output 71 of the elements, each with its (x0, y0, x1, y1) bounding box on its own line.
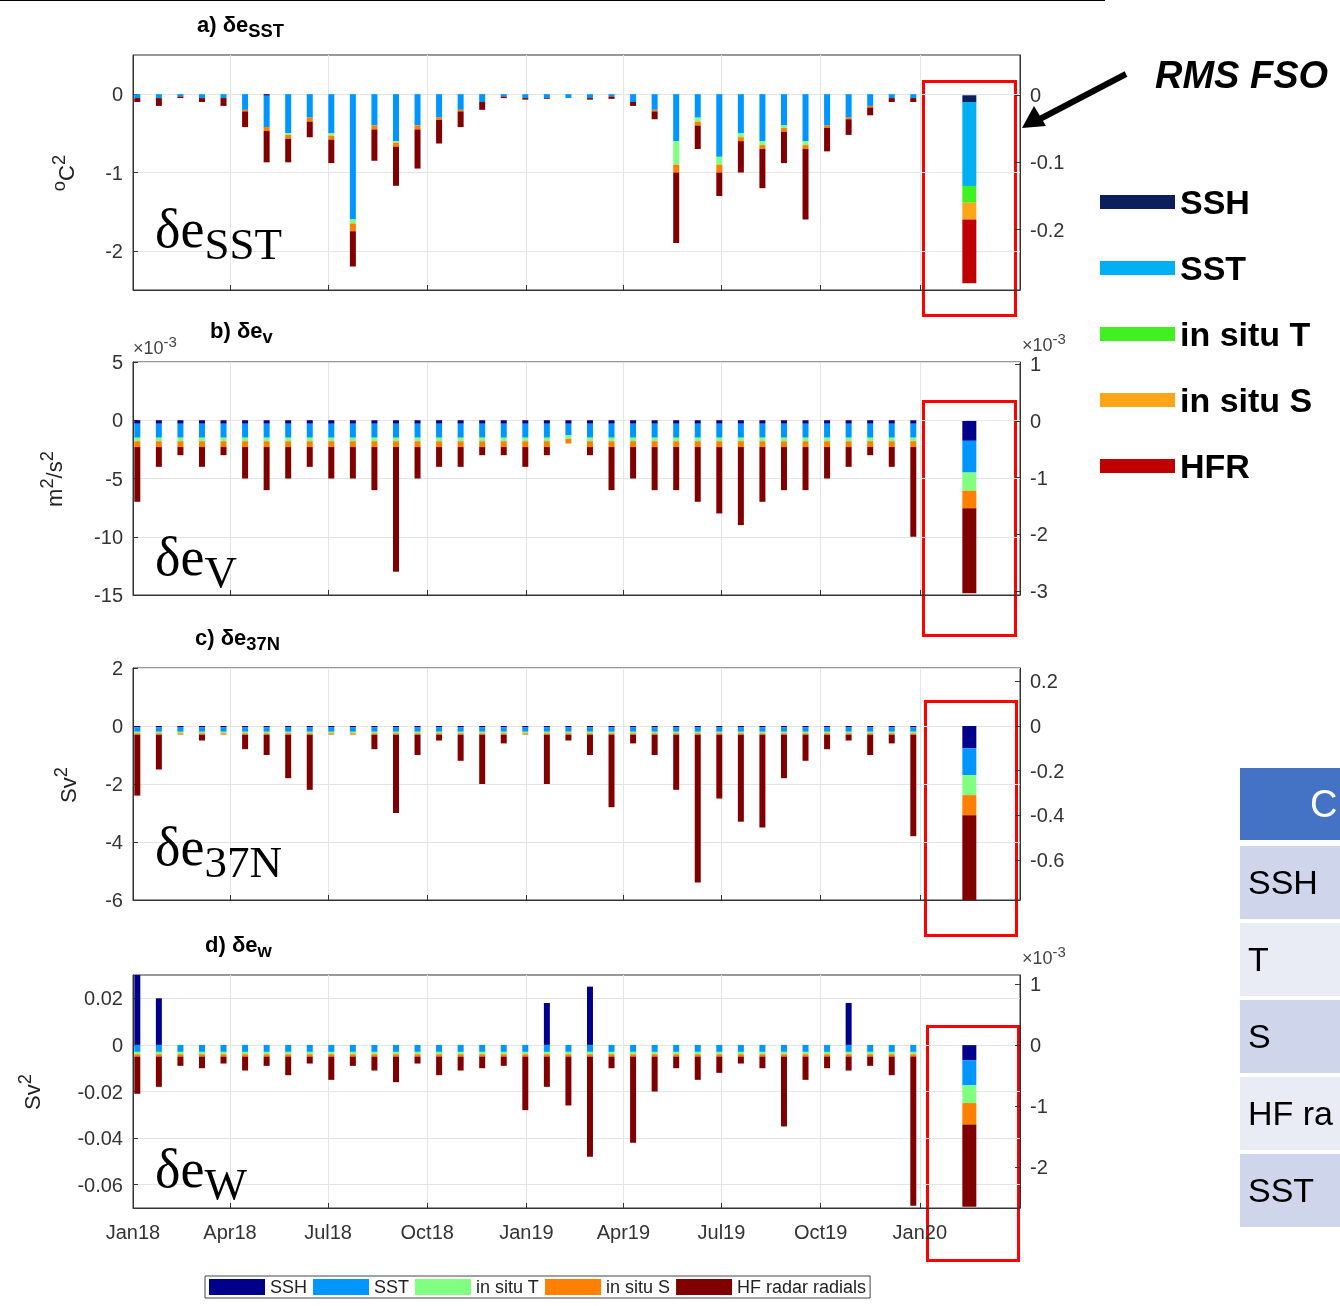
text: SST (1240, 1154, 1340, 1227)
y2-tick-label: 0 (1030, 84, 1042, 107)
y-tick-label: 0.02 (84, 987, 123, 1010)
x-tick-label: Apr19 (596, 1221, 651, 1243)
legend-label: SSH (1180, 183, 1250, 221)
chart-title: a) δe$_{SST}$ (197, 12, 284, 43)
y2-tick-label: -0.4 (1030, 804, 1065, 827)
x-tick-label: Oct18 (400, 1221, 454, 1243)
chart-title: c) δe$_{37N}$ (195, 625, 280, 656)
y-tick-label: -2 (105, 239, 123, 262)
y-tick-label: 0 (111, 83, 123, 106)
text: C (1240, 768, 1340, 840)
legend-label: HF radar radials (737, 1277, 867, 1297)
text: ×10$^{-3}$ (1022, 330, 1066, 356)
legend-label: SST (374, 1277, 410, 1297)
y2-tick-label: 0.2 (1030, 670, 1058, 693)
y2-tick-label: 0 (1030, 715, 1042, 737)
annotation: δe$_{W}$ (155, 1139, 247, 1210)
legend-label: SST (1180, 249, 1247, 287)
y2-tick-label: 1 (1030, 973, 1042, 996)
legend-label: in situ S (1180, 381, 1313, 419)
y2-tick-label: -1 (1030, 466, 1048, 489)
legend-label: in situ T (1180, 315, 1311, 353)
legend-label: SSH (270, 1277, 308, 1297)
x-tick-label: Apr18 (203, 1221, 257, 1243)
text: T (1240, 923, 1340, 996)
x-tick-label: Oct19 (793, 1221, 848, 1243)
y-tick-label: -5 (105, 467, 123, 490)
chart-title: b) δe$_{v}$ (210, 318, 273, 349)
y-tick-label: 0 (111, 715, 123, 737)
y2-tick-label: 0 (1030, 1034, 1042, 1057)
y2-tick-label: -0.2 (1030, 218, 1065, 241)
text: ×10$^{-3}$ (133, 333, 177, 359)
y-tick-label: -15 (94, 584, 123, 606)
x-tick-label: Jul18 (304, 1221, 352, 1243)
text: HF ra (1240, 1077, 1340, 1150)
text: S (1240, 1000, 1340, 1073)
text: SSH (1240, 846, 1340, 919)
y2-tick-label: -2 (1030, 1156, 1048, 1179)
text: RMS FSO (1155, 54, 1329, 97)
y-tick-label: 5 (111, 351, 123, 373)
annotation: δe$_{V}$ (155, 527, 237, 598)
y-tick-label: -4 (105, 831, 123, 853)
y2-tick-label: -3 (1030, 580, 1048, 603)
x-tick-label: Jan19 (499, 1221, 554, 1243)
y-tick-label: -1 (105, 161, 123, 184)
x-tick-label: Jan18 (105, 1221, 161, 1243)
y-tick-label: 0 (111, 409, 123, 432)
legend-label: in situ T (476, 1277, 539, 1297)
y-tick-label: -0.06 (77, 1173, 123, 1196)
x-tick-label: Jul19 (697, 1221, 746, 1243)
y-tick-label: -0.02 (77, 1080, 123, 1103)
y-tick-label: -2 (105, 773, 123, 795)
legend-label: HFR (1180, 447, 1250, 485)
y-tick-label: 0 (111, 1033, 123, 1056)
text: ×10$^{-3}$ (1022, 943, 1066, 969)
annotation: δe$_{37N}$ (155, 817, 282, 888)
legend-label: in situ S (606, 1277, 671, 1297)
y2-tick-label: -0.1 (1030, 151, 1065, 174)
y2-tick-label: 1 (1030, 353, 1042, 376)
y-tick-label: -10 (94, 525, 123, 548)
chart-title: d) δe$_{w}$ (205, 932, 272, 963)
y2-tick-label: -0.6 (1030, 848, 1065, 871)
y2-tick-label: 0 (1030, 409, 1042, 432)
y-tick-label: -0.04 (77, 1127, 123, 1150)
y-tick-label: -6 (105, 889, 123, 911)
annotation: δe$_{SST}$ (155, 199, 282, 270)
y2-tick-label: -0.2 (1030, 759, 1065, 782)
y-tick-label: 2 (111, 657, 123, 679)
y2-tick-label: -1 (1030, 1095, 1048, 1118)
y2-tick-label: -2 (1030, 523, 1048, 546)
